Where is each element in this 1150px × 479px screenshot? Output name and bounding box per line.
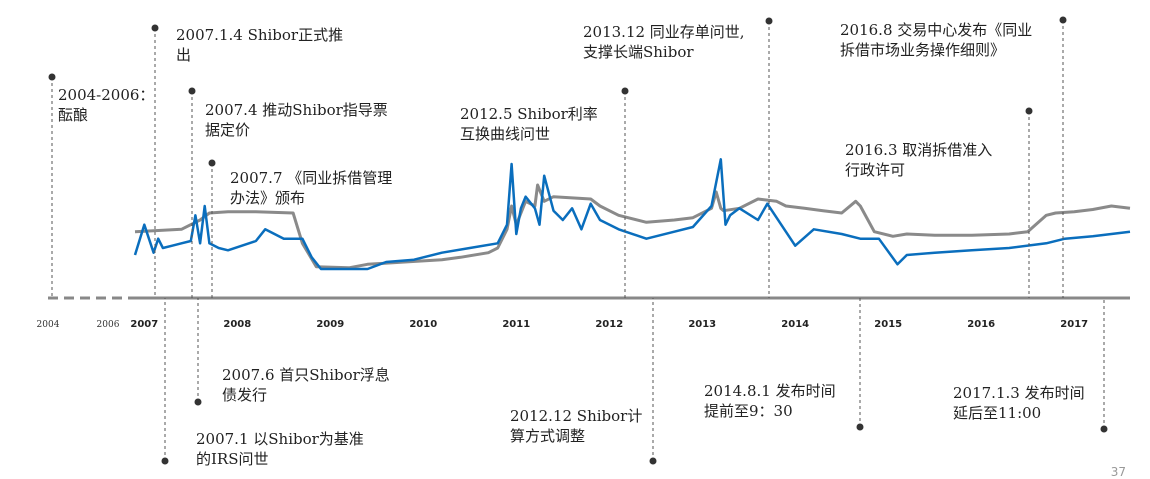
annotation-dot: [48, 73, 56, 81]
annotation-dot: [621, 87, 629, 95]
x-tick-label: 2004: [37, 320, 60, 330]
annotation-dot: [194, 398, 202, 406]
annotation-label: 2007.4 推动Shibor指导票: [205, 101, 388, 119]
x-tick-label: 2015: [874, 319, 902, 330]
series-line-gray: [134, 183, 1131, 270]
annotation-label: 2017.1.3 发布时间: [953, 384, 1085, 402]
x-tick-label: 2012: [595, 319, 623, 330]
annotation-dot: [1100, 425, 1108, 433]
annotation-dot: [151, 24, 159, 32]
annotation-label: 2012.12 Shibor计: [510, 407, 642, 425]
annotation-dot: [1059, 16, 1067, 24]
annotation-label: 酝酿: [58, 106, 88, 124]
annotation-label: 的IRS问世: [196, 450, 269, 468]
x-tick-label: 2011: [502, 319, 530, 330]
annotation-label: 算方式调整: [510, 427, 585, 445]
annotation-dot: [161, 457, 169, 465]
annotation-label: 2013.12 同业存单问世,: [583, 23, 745, 41]
annotation-label: 2012.5 Shibor利率: [460, 105, 598, 123]
annotation-label: 2014.8.1 发布时间: [704, 382, 836, 400]
x-tick-label: 2017: [1060, 319, 1088, 330]
x-tick-label: 2008: [223, 319, 251, 330]
annotation-dot: [188, 87, 196, 95]
annotation-dot: [208, 159, 216, 167]
annotation-label: 2004-2006：: [58, 86, 154, 104]
annotation-dot: [649, 457, 657, 465]
annotation-label: 2016.8 交易中心发布《同业: [840, 21, 1032, 39]
annotation-dot: [1025, 107, 1033, 115]
x-tick-label: 2007: [130, 319, 158, 330]
annotation-label: 出: [176, 46, 191, 64]
annotation-label: 拆借市场业务操作细则》: [840, 41, 1005, 59]
annotation-label: 提前至9：30: [704, 402, 793, 420]
annotation-label: 延后至11:00: [953, 404, 1041, 422]
annotation-label: 2007.1 以Shibor为基准: [196, 430, 364, 448]
page-number: 37: [1111, 465, 1126, 479]
x-tick-label: 2010: [409, 319, 437, 330]
x-tick-label: 2013: [688, 319, 716, 330]
x-tick-label: 2016: [967, 319, 995, 330]
annotation-dot: [765, 17, 773, 25]
annotation-label: 据定价: [205, 121, 250, 139]
x-tick-label: 2009: [316, 319, 344, 330]
annotation-label: 行政许可: [845, 161, 905, 179]
annotation-label: 2007.7 《同业拆借管理: [230, 169, 392, 187]
x-tick-label: 2006: [97, 320, 120, 330]
annotation-label: 支撑长端Shibor: [583, 43, 694, 61]
annotation-label: 债发行: [222, 386, 267, 404]
annotation-label: 2007.6 首只Shibor浮息: [222, 366, 390, 384]
annotation-label: 2016.3 取消拆借准入: [845, 141, 992, 159]
annotation-label: 办法》颁布: [230, 189, 305, 207]
annotation-dot: [856, 423, 864, 431]
annotation-label: 互换曲线问世: [460, 125, 550, 143]
series-line-blue: [133, 158, 1131, 271]
annotation-label: 2007.1.4 Shibor正式推: [176, 26, 343, 44]
x-tick-label: 2014: [781, 319, 809, 330]
